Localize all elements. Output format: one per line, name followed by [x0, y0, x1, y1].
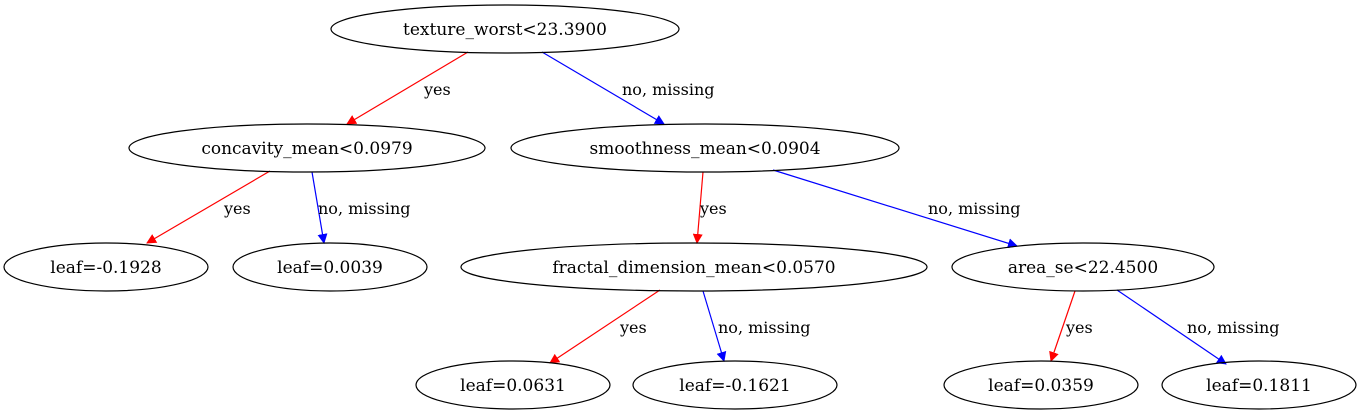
node-ellipse-n6 [951, 242, 1215, 292]
node-label-n5: fractal_dimension_mean<0.0570 [552, 258, 835, 278]
node-ellipse-n5 [460, 242, 928, 292]
node-ellipse-n8 [632, 360, 838, 410]
edge-n0-n1-yes-arrow [346, 51, 469, 125]
leaf-node-n3: leaf=-0.1928 [3, 242, 209, 292]
edge-label-n1-n3: yes [223, 199, 251, 218]
node-label-n8: leaf=-0.1621 [679, 376, 790, 396]
node-label-n9: leaf=0.0359 [988, 376, 1094, 396]
node-ellipse-n1 [128, 123, 486, 173]
split-node-n5: fractal_dimension_mean<0.0570 [460, 242, 928, 292]
node-ellipse-n10 [1161, 360, 1357, 410]
split-node-n6: area_se<22.4500 [951, 242, 1215, 292]
node-ellipse-n4 [232, 242, 428, 292]
edge-n6-n9-yes-arrow [1049, 290, 1076, 362]
split-node-n0: texture_worst<23.3900 [330, 4, 680, 54]
leaf-node-n10: leaf=0.1811 [1161, 360, 1357, 410]
edge-n2-n6-no-arrow [772, 169, 1018, 249]
node-label-n2: smoothness_mean<0.0904 [589, 139, 820, 159]
node-ellipse-n3 [3, 242, 209, 292]
node-label-n7: leaf=0.0631 [460, 376, 566, 396]
edge-label-n5-n8: no, missing [718, 318, 810, 337]
edge-n5-n8-no-arrow [702, 290, 727, 362]
edge-n5-n7-yes-arrow [549, 289, 661, 364]
node-label-n1: concavity_mean<0.0979 [201, 139, 412, 159]
split-node-n2: smoothness_mean<0.0904 [510, 123, 900, 173]
node-label-n0: texture_worst<23.3900 [403, 20, 607, 40]
edge-n1-n3-yes-arrow [146, 170, 271, 244]
leaf-node-n7: leaf=0.0631 [415, 360, 611, 410]
node-label-n6: area_se<22.4500 [1008, 258, 1158, 278]
node-ellipse-n0 [330, 4, 680, 54]
edge-n6-n10-no-arrow [1116, 289, 1227, 365]
node-ellipse-n7 [415, 360, 611, 410]
node-label-n4: leaf=0.0039 [277, 258, 383, 278]
edge-label-n0-n2: no, missing [622, 80, 714, 99]
edge-n2-n5-yes-arrow [692, 171, 704, 244]
edge-label-n5-n7: yes [619, 318, 647, 337]
edge-label-n1-n4: no, missing [318, 199, 410, 218]
leaf-node-n9: leaf=0.0359 [943, 360, 1139, 410]
edge-label-n2-n5: yes [699, 199, 727, 218]
edge-label-n0-n1: yes [423, 80, 451, 99]
edge-label-n2-n6: no, missing [928, 199, 1020, 218]
split-node-n1: concavity_mean<0.0979 [128, 123, 486, 173]
node-ellipse-n2 [510, 123, 900, 173]
node-label-n10: leaf=0.1811 [1206, 376, 1312, 396]
leaf-node-n4: leaf=0.0039 [232, 242, 428, 292]
edge-n1-n4-no-arrow [311, 171, 328, 244]
node-ellipse-n9 [943, 360, 1139, 410]
edge-n0-n2-no-arrow [541, 51, 665, 125]
edge-label-n6-n10: no, missing [1187, 318, 1279, 337]
leaf-node-n8: leaf=-0.1621 [632, 360, 838, 410]
node-label-n3: leaf=-0.1928 [50, 258, 161, 278]
edge-label-n6-n9: yes [1065, 318, 1093, 337]
